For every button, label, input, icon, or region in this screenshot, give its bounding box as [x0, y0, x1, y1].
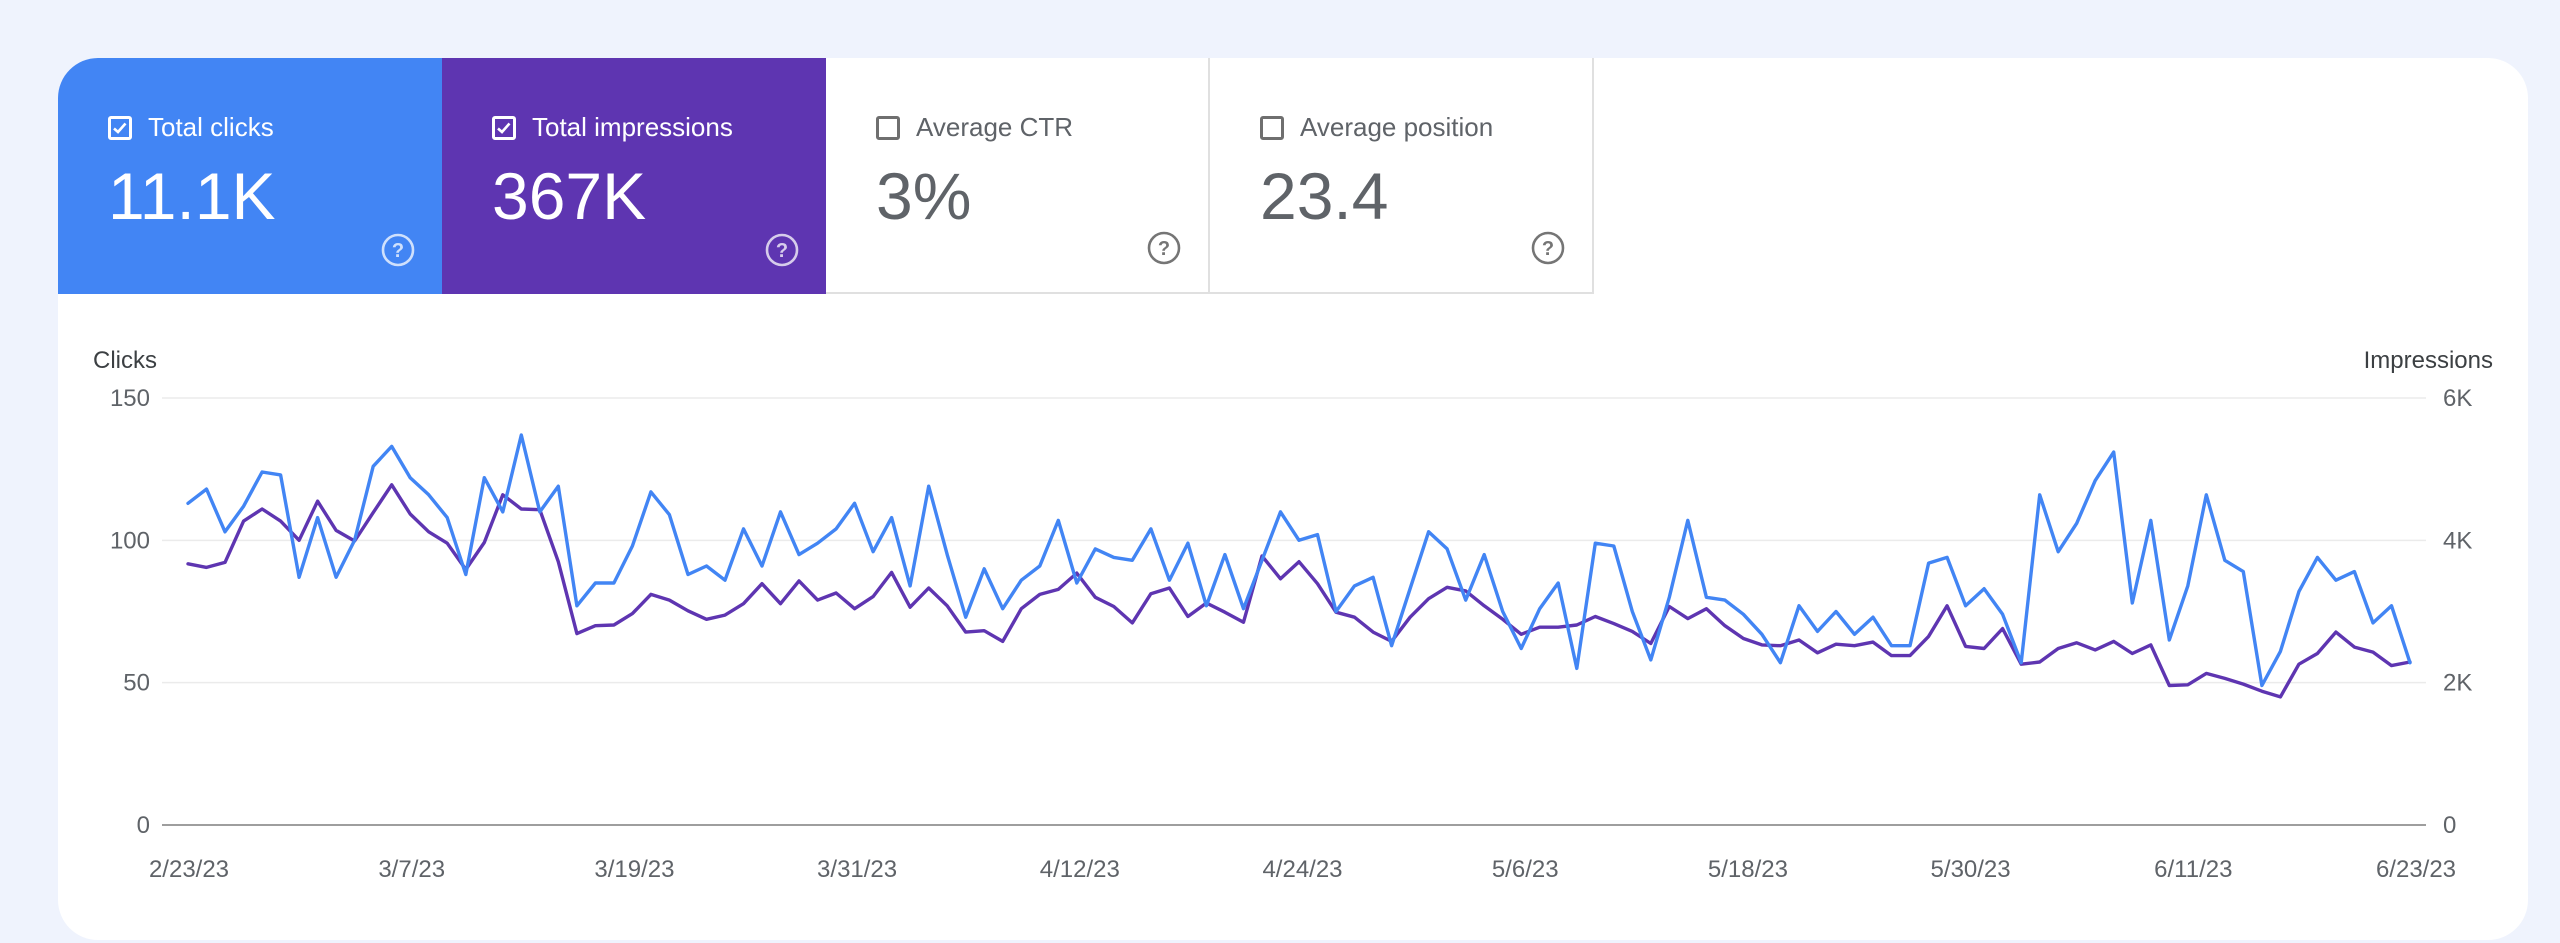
total-impressions-card[interactable]: Total impressions 367K ? [442, 58, 826, 294]
average-ctr-value: 3% [876, 159, 972, 233]
right-tick-label: 2K [2443, 670, 2472, 697]
performance-line-chart: Clicks Impressions 150 100 50 0 6K 4K 2K 0 2/2… [93, 347, 2493, 883]
x-tick-label: 6/11/23 [2154, 856, 2232, 883]
average-position-card[interactable]: Average position 23.4 ? [1210, 58, 1594, 294]
help-icon[interactable]: ? [380, 232, 416, 268]
svg-text:?: ? [1542, 238, 1554, 260]
left-axis-title: Clicks [93, 347, 157, 374]
left-tick-label: 150 [110, 385, 150, 412]
left-tick-label: 0 [137, 812, 150, 839]
x-tick-label: 3/19/23 [594, 856, 674, 883]
total-impressions-label: Total impressions [532, 112, 733, 142]
checkbox-unchecked-icon[interactable] [1260, 115, 1284, 140]
x-tick-label: 6/23/23 [2376, 856, 2456, 883]
x-tick-label: 3/31/23 [817, 856, 897, 883]
x-tick-label: 5/18/23 [1708, 856, 1788, 883]
svg-text:?: ? [392, 240, 404, 262]
right-axis-title: Impressions [2364, 347, 2493, 374]
x-tick-label: 5/6/23 [1492, 856, 1559, 883]
metric-cards: Total clicks 11.1K ? Total impressions 3… [58, 58, 1594, 294]
clicks-series-line[interactable] [186, 433, 2412, 688]
average-ctr-label: Average CTR [916, 112, 1074, 142]
svg-text:?: ? [776, 240, 788, 262]
x-tick-label: 5/30/23 [1931, 856, 2011, 883]
checkbox-checked-icon[interactable] [492, 115, 516, 140]
right-tick-label: 6K [2443, 385, 2472, 412]
x-tick-label: 4/12/23 [1040, 856, 1120, 883]
total-impressions-value: 367K [492, 159, 647, 233]
checkbox-unchecked-icon[interactable] [876, 115, 900, 140]
right-tick-label: 4K [2443, 527, 2472, 554]
svg-text:?: ? [1158, 238, 1170, 260]
performance-panel: Total clicks 11.1K ? Total impressions 3… [58, 58, 2528, 940]
average-ctr-card[interactable]: Average CTR 3% ? [826, 58, 1210, 294]
x-tick-label: 4/24/23 [1262, 856, 1342, 883]
impressions-series-line[interactable] [186, 483, 2412, 699]
left-tick-label: 100 [110, 527, 150, 554]
left-tick-label: 50 [123, 670, 150, 697]
checkbox-checked-icon[interactable] [108, 115, 132, 140]
help-icon[interactable]: ? [764, 232, 800, 268]
average-position-label: Average position [1300, 112, 1494, 142]
help-icon[interactable]: ? [1146, 230, 1182, 266]
help-icon[interactable]: ? [1530, 230, 1566, 266]
right-tick-label: 0 [2443, 812, 2456, 839]
x-tick-label: 3/7/23 [378, 856, 445, 883]
total-clicks-value: 11.1K [108, 159, 276, 233]
average-position-value: 23.4 [1260, 159, 1389, 233]
total-clicks-card[interactable]: Total clicks 11.1K ? [58, 58, 442, 294]
x-tick-label: 2/23/23 [149, 856, 229, 883]
total-clicks-label: Total clicks [148, 112, 274, 142]
